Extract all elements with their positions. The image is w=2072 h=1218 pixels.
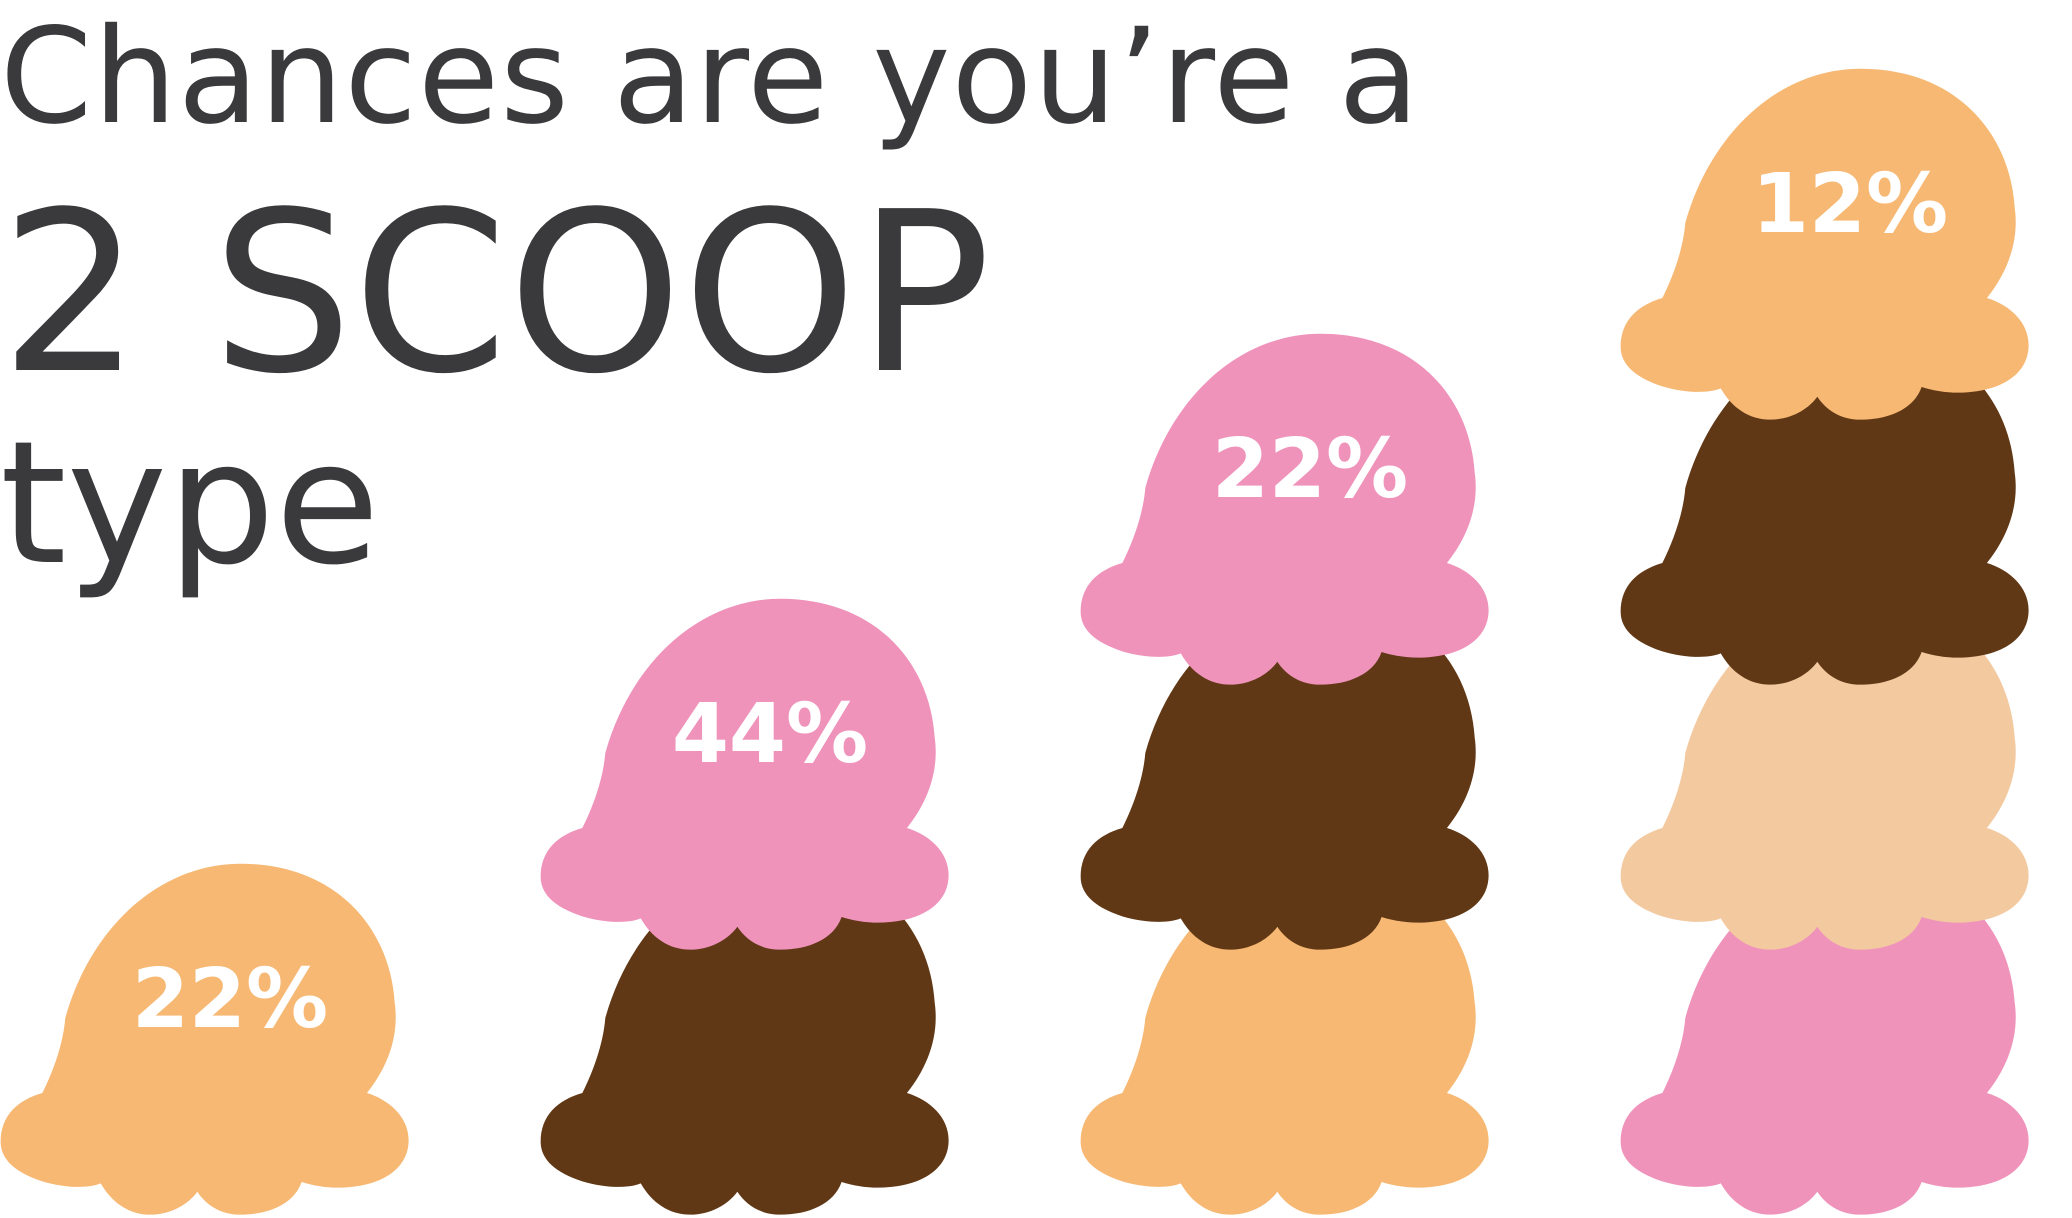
value-label: 22% [1212,422,1408,517]
labels-layer: 22% 44% 22% 12% [132,157,1948,1047]
value-label: 44% [672,687,868,782]
headline-line-3: type [0,405,380,603]
headline-line-1: Chances are you’re a [0,0,1421,154]
headline-line-2: 2 SCOOP [0,165,992,423]
value-label: 12% [1752,157,1948,252]
value-label: 22% [132,952,328,1047]
